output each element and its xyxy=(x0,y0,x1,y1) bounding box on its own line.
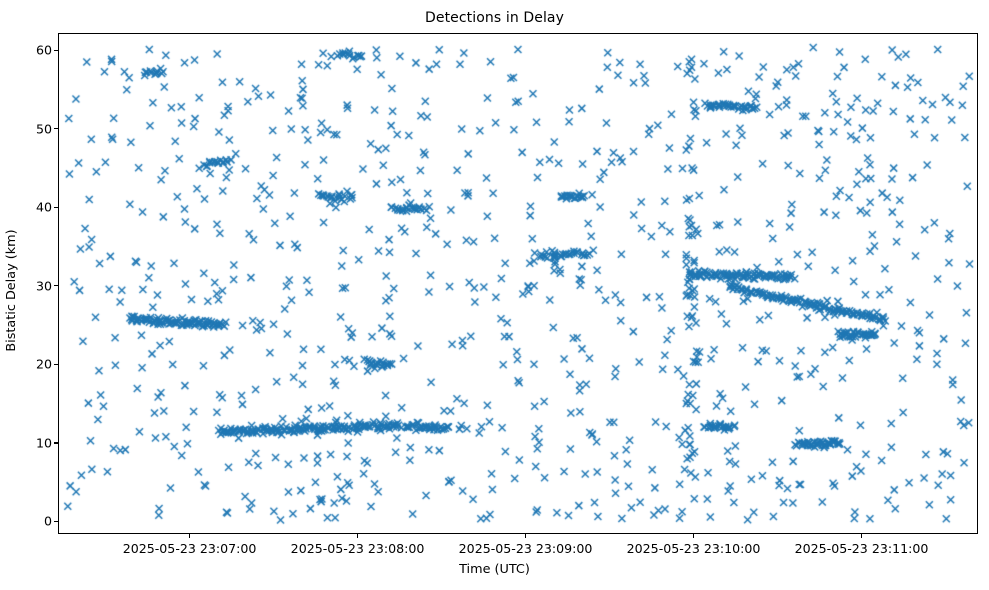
y-tick-mark xyxy=(54,285,58,287)
y-tick-label: 40 xyxy=(35,199,52,215)
y-tick-mark xyxy=(54,363,58,365)
y-tick-label: 10 xyxy=(35,435,52,451)
x-tick-mark xyxy=(189,534,191,538)
y-tick-label: 20 xyxy=(35,356,52,372)
y-tick-mark xyxy=(54,206,58,208)
y-tick-mark xyxy=(54,49,58,51)
y-tick-label: 30 xyxy=(35,278,52,294)
y-tick-label: 60 xyxy=(35,42,52,58)
x-tick-label: 2025-05-23 23:07:00 xyxy=(122,541,257,556)
x-tick-label: 2025-05-23 23:09:00 xyxy=(458,541,593,556)
x-tick-label: 2025-05-23 23:11:00 xyxy=(794,541,929,556)
chart-title: Detections in Delay xyxy=(424,10,564,26)
scatter-plot-canvas xyxy=(59,34,977,533)
y-axis-label: Bistatic Delay (km) xyxy=(4,229,19,352)
y-tick-mark xyxy=(54,128,58,130)
x-tick-mark xyxy=(693,534,695,538)
x-tick-label: 2025-05-23 23:08:00 xyxy=(290,541,425,556)
y-tick-label: 0 xyxy=(43,513,52,529)
x-tick-mark xyxy=(525,534,527,538)
x-tick-mark xyxy=(861,534,863,538)
y-tick-mark xyxy=(54,520,58,523)
y-tick-mark xyxy=(54,442,58,444)
y-tick-label: 50 xyxy=(35,121,52,137)
x-tick-mark xyxy=(357,534,359,538)
x-tick-label: 2025-05-23 23:10:00 xyxy=(626,541,761,556)
plot-axes-area xyxy=(58,33,978,534)
x-axis-label: Time (UTC) xyxy=(459,562,530,577)
